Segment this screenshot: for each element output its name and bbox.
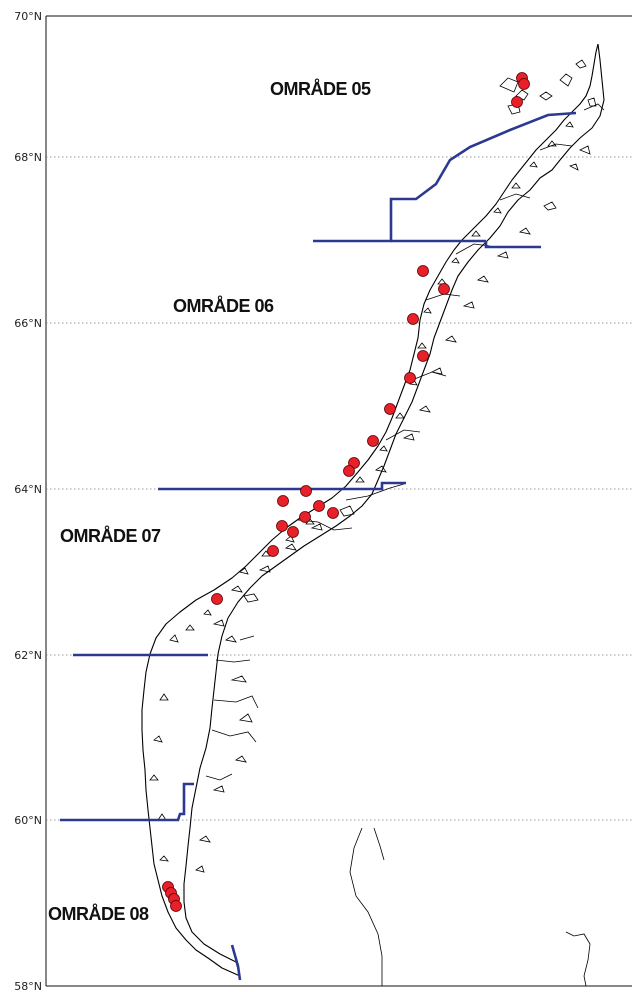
swedish-border bbox=[349, 827, 385, 986]
station-marker bbox=[518, 78, 530, 90]
station-marker bbox=[438, 283, 450, 295]
station-marker bbox=[417, 350, 429, 362]
sampling-stations bbox=[162, 72, 530, 912]
islands bbox=[149, 59, 597, 873]
station-marker bbox=[313, 500, 325, 512]
norway-coastline bbox=[141, 43, 605, 987]
fjords bbox=[205, 103, 605, 781]
station-marker bbox=[267, 545, 279, 557]
lat-label-64: 64°N bbox=[14, 483, 42, 496]
station-marker bbox=[404, 372, 416, 384]
lat-label-66: 66°N bbox=[14, 317, 42, 330]
area-boundaries bbox=[60, 111, 577, 981]
area-label-05: OMRÅDE 05 bbox=[270, 79, 371, 99]
area-label-07: OMRÅDE 07 bbox=[60, 526, 161, 546]
station-marker bbox=[277, 495, 289, 507]
station-marker bbox=[211, 593, 223, 605]
station-marker bbox=[327, 507, 339, 519]
station-marker bbox=[287, 526, 299, 538]
station-marker bbox=[276, 520, 288, 532]
station-marker bbox=[299, 511, 311, 523]
east-land-edge bbox=[565, 931, 591, 987]
lat-label-58: 58°N bbox=[14, 980, 42, 992]
coastline-inner bbox=[183, 43, 605, 977]
station-marker bbox=[367, 435, 379, 447]
boundary-05-06 bbox=[313, 111, 577, 243]
latitude-labels: 70°N 68°N 66°N 64°N 62°N 60°N 58°N bbox=[14, 10, 42, 992]
lat-label-60: 60°N bbox=[14, 814, 42, 827]
station-marker bbox=[300, 485, 312, 497]
station-marker bbox=[511, 96, 523, 108]
lat-label-62: 62°N bbox=[14, 649, 42, 662]
lat-label-70: 70°N bbox=[14, 10, 42, 23]
station-marker bbox=[407, 313, 419, 325]
boundary-05-06-east bbox=[484, 241, 541, 249]
station-marker bbox=[384, 403, 396, 415]
station-marker bbox=[170, 900, 182, 912]
station-marker bbox=[343, 465, 355, 477]
area-label-08: OMRÅDE 08 bbox=[48, 904, 149, 924]
coastline-outer bbox=[141, 43, 599, 977]
boundary-06-07 bbox=[158, 481, 406, 491]
area-labels: OMRÅDE 05 OMRÅDE 06 OMRÅDE 07 OMRÅDE 08 bbox=[48, 79, 372, 924]
area-label-06: OMRÅDE 06 bbox=[173, 296, 274, 316]
boundary-skagerrak bbox=[230, 944, 242, 981]
station-marker bbox=[417, 265, 429, 277]
lat-label-68: 68°N bbox=[14, 151, 42, 164]
boundary-08-south bbox=[60, 782, 194, 822]
